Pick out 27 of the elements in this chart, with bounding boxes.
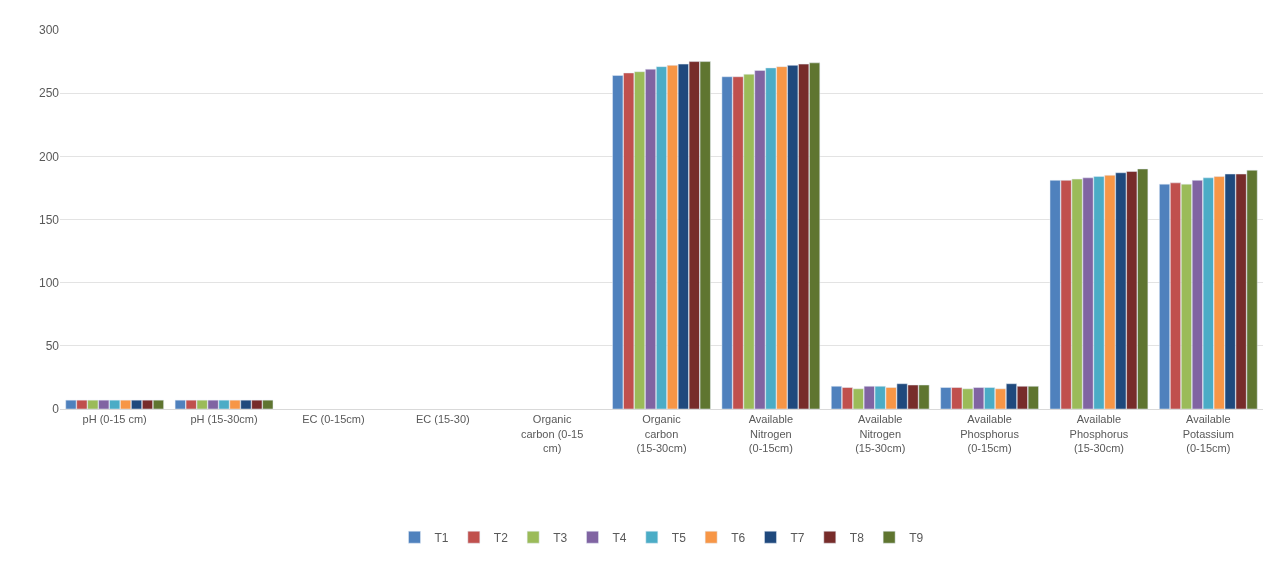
x-tick-label: Organic carbon (15-30cm) [636, 413, 687, 454]
x-tick-label: Available Nitrogen (15-30cm) [855, 413, 906, 454]
y-tick-label: 0 [52, 402, 60, 417]
legend-label: T1 [434, 530, 449, 545]
x-tick-label: EC (15-30) [415, 413, 470, 426]
y-tick-label: 250 [38, 86, 60, 101]
x-tick-label: pH (0-15 cm) [82, 413, 147, 426]
y-tick-label: 100 [38, 275, 60, 290]
legend-label: T8 [849, 530, 865, 545]
legend-label: T7 [790, 530, 805, 545]
legend-label: T5 [671, 530, 687, 545]
y-tick-label: 300 [38, 23, 60, 38]
x-tick-label: Available Phosphorus (0-15cm) [960, 413, 1020, 454]
x-tick-label: Organic carbon (0-15 cm) [520, 413, 584, 454]
legend-label: T2 [493, 530, 509, 545]
x-tick-label: EC (0-15cm) [302, 413, 365, 426]
legend-label: T6 [731, 530, 746, 545]
legend-label: T3 [553, 530, 568, 545]
y-tick-label: 50 [45, 339, 60, 354]
x-tick-label: Available Nitrogen (0-15cm) [748, 413, 794, 454]
x-tick-label: Available Phosphorus (15-30cm) [1069, 413, 1129, 454]
y-tick-label: 150 [38, 212, 60, 227]
legend-label: T9 [909, 530, 924, 545]
legend-label: T4 [612, 530, 627, 545]
y-tick-label: 200 [38, 149, 60, 164]
x-tick-label: Available Potassium (0-15cm) [1182, 413, 1234, 454]
x-tick-label: pH (15-30cm) [190, 413, 258, 426]
